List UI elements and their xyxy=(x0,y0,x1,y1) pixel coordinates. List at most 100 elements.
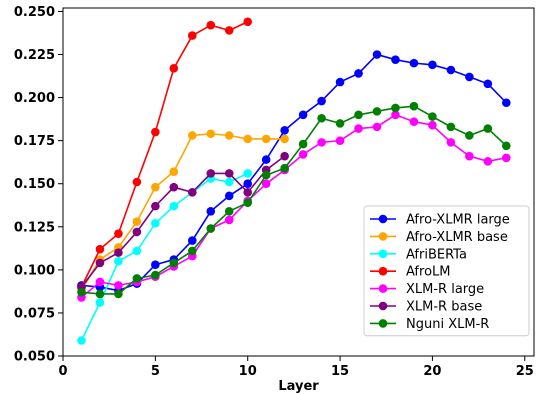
legend-item: Afro-XLMR base xyxy=(370,230,508,245)
data-point xyxy=(501,141,511,151)
data-point xyxy=(187,31,197,40)
data-point xyxy=(132,177,142,187)
data-point xyxy=(317,96,326,106)
data-point xyxy=(280,134,289,144)
data-point xyxy=(261,179,271,189)
data-point xyxy=(169,201,179,211)
data-point xyxy=(151,270,160,280)
data-point xyxy=(261,155,271,164)
data-point xyxy=(114,229,123,238)
y-tick-label: 0.225 xyxy=(14,48,55,63)
data-point xyxy=(501,98,511,108)
x-tick-label: 5 xyxy=(151,364,160,379)
data-point xyxy=(280,151,289,161)
data-point xyxy=(354,124,363,133)
data-point xyxy=(483,79,493,89)
data-point xyxy=(298,110,308,120)
data-point xyxy=(95,258,105,268)
data-point xyxy=(151,182,160,192)
legend-swatch-marker xyxy=(378,266,388,276)
data-point xyxy=(428,112,437,121)
data-point xyxy=(354,69,363,78)
data-point xyxy=(187,246,197,256)
data-point xyxy=(372,50,382,59)
legend-swatch-marker xyxy=(378,249,388,259)
legend-label: AfriBERTa xyxy=(406,247,467,262)
data-point xyxy=(298,150,308,159)
legend-item: Afro-XLMR large xyxy=(370,213,510,228)
data-point xyxy=(95,298,105,307)
data-point xyxy=(206,129,216,139)
data-point xyxy=(114,289,123,299)
data-point xyxy=(317,138,326,147)
data-point xyxy=(206,224,216,233)
data-point xyxy=(372,122,382,132)
data-point xyxy=(187,236,197,245)
data-point xyxy=(261,134,271,144)
data-point xyxy=(169,167,179,176)
data-point xyxy=(391,55,400,64)
x-tick-label: 0 xyxy=(58,364,67,379)
legend-item: Nguni XLM-R xyxy=(370,317,489,332)
data-point xyxy=(446,138,456,147)
legend-label: XLM-R base xyxy=(406,300,482,315)
legend-label: Afro-XLMR base xyxy=(406,230,508,245)
legend-swatch-marker xyxy=(378,214,388,224)
data-point xyxy=(151,219,160,228)
data-point xyxy=(501,153,511,163)
data-point xyxy=(169,258,179,268)
data-point xyxy=(483,124,493,133)
y-tick-label: 0.050 xyxy=(14,350,55,365)
legend-swatch-marker xyxy=(378,301,388,311)
data-point xyxy=(335,77,345,87)
data-point xyxy=(95,289,105,299)
legend-label: AfroLM xyxy=(406,265,450,280)
data-point xyxy=(187,131,197,140)
legend-item: AfroLM xyxy=(370,265,450,280)
legend: Afro-XLMR large Afro-XLMR base AfriBERTa Af… xyxy=(363,205,530,337)
data-point xyxy=(169,63,179,73)
y-tick-label: 0.175 xyxy=(14,134,55,149)
legend-swatch-marker xyxy=(378,232,388,241)
data-point xyxy=(151,127,160,137)
data-point xyxy=(243,188,253,197)
data-point xyxy=(77,336,86,345)
data-point xyxy=(224,215,234,225)
data-point xyxy=(114,281,123,290)
data-point xyxy=(114,248,123,257)
data-point xyxy=(95,244,105,254)
data-point xyxy=(409,117,419,127)
data-point xyxy=(465,151,474,161)
data-point xyxy=(335,136,345,145)
data-point xyxy=(132,274,142,283)
data-point xyxy=(206,169,216,178)
data-point xyxy=(280,126,289,135)
data-point xyxy=(446,122,456,132)
data-point xyxy=(224,177,234,187)
data-point xyxy=(243,17,253,27)
data-point xyxy=(132,246,142,256)
data-point xyxy=(132,217,142,226)
data-point xyxy=(483,157,493,166)
data-point xyxy=(391,110,400,120)
data-point xyxy=(465,72,474,82)
series-line xyxy=(80,172,249,341)
data-point xyxy=(391,103,400,113)
data-point xyxy=(409,58,419,68)
data-point xyxy=(354,110,363,120)
data-point xyxy=(206,206,216,216)
data-point xyxy=(224,169,234,178)
data-point xyxy=(465,131,474,140)
y-tick-label: 0.100 xyxy=(14,263,55,278)
y-tick-label: 0.075 xyxy=(14,306,55,321)
data-point xyxy=(261,170,271,180)
x-tick-label: 25 xyxy=(516,364,534,379)
data-point xyxy=(243,179,253,189)
data-point xyxy=(446,65,456,75)
x-tick-label: 15 xyxy=(331,364,349,379)
data-point xyxy=(187,188,197,197)
data-point xyxy=(335,119,345,128)
legend-item: XLM-R large xyxy=(370,282,484,297)
data-point xyxy=(169,182,179,192)
